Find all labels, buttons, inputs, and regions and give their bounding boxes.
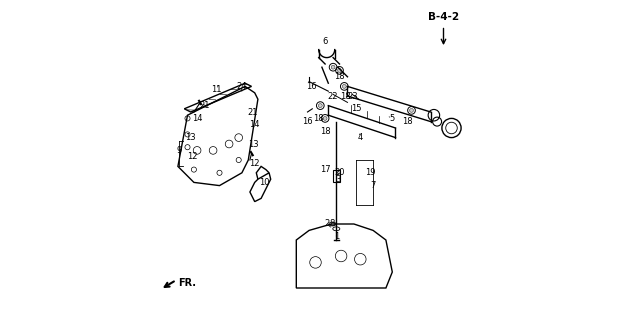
Text: 8: 8 bbox=[329, 220, 335, 228]
Text: 14: 14 bbox=[249, 120, 259, 129]
Text: 17: 17 bbox=[320, 165, 331, 174]
Text: 14: 14 bbox=[192, 114, 203, 123]
Text: 7: 7 bbox=[370, 181, 376, 190]
Text: 13: 13 bbox=[248, 140, 259, 148]
Text: 16: 16 bbox=[302, 117, 313, 126]
Text: 12: 12 bbox=[249, 159, 260, 168]
Circle shape bbox=[410, 108, 413, 112]
Text: 16: 16 bbox=[306, 82, 317, 91]
Text: 13: 13 bbox=[186, 133, 196, 142]
Circle shape bbox=[331, 65, 335, 69]
Text: 5: 5 bbox=[390, 114, 395, 123]
Bar bbox=[333, 170, 340, 182]
Text: 18: 18 bbox=[341, 92, 351, 100]
Text: 11: 11 bbox=[211, 85, 221, 94]
Circle shape bbox=[323, 116, 327, 120]
Text: 18: 18 bbox=[320, 127, 331, 136]
Text: B-4-2: B-4-2 bbox=[428, 12, 459, 22]
Text: 6: 6 bbox=[322, 37, 327, 46]
Text: 23: 23 bbox=[347, 92, 358, 100]
Text: 10: 10 bbox=[259, 178, 269, 187]
Text: 21: 21 bbox=[248, 108, 258, 116]
Text: 3: 3 bbox=[335, 175, 341, 184]
Text: 15: 15 bbox=[351, 104, 362, 113]
Text: 19: 19 bbox=[365, 168, 375, 177]
Circle shape bbox=[338, 68, 341, 72]
Text: 18: 18 bbox=[314, 114, 324, 123]
Text: 22: 22 bbox=[328, 92, 338, 100]
Text: 21: 21 bbox=[200, 101, 210, 110]
Circle shape bbox=[319, 104, 322, 108]
Circle shape bbox=[343, 84, 346, 88]
Text: 4: 4 bbox=[358, 133, 363, 142]
Text: 18: 18 bbox=[334, 72, 345, 81]
Text: 18: 18 bbox=[403, 117, 413, 126]
Text: 9: 9 bbox=[177, 146, 182, 155]
Text: FR.: FR. bbox=[178, 278, 196, 288]
Text: 24: 24 bbox=[236, 82, 247, 91]
Text: 12: 12 bbox=[187, 152, 198, 161]
Text: 2: 2 bbox=[324, 220, 329, 228]
Text: 1: 1 bbox=[334, 232, 339, 241]
Text: 20: 20 bbox=[334, 168, 345, 177]
